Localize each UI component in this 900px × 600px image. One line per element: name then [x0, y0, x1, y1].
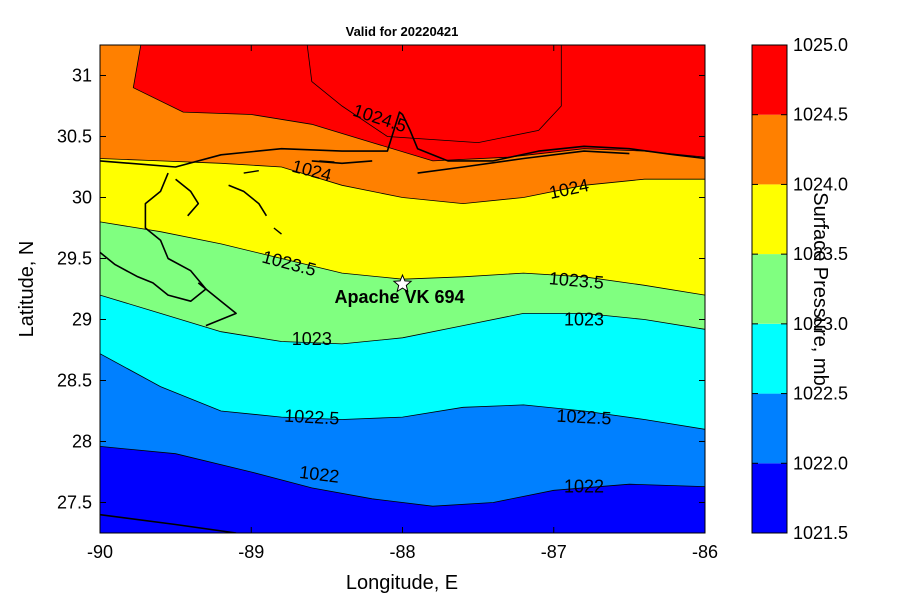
x-tick-label: -89 [238, 542, 264, 562]
island-segment [273, 227, 282, 235]
colorbar-label: Surface Pressure, mb [809, 192, 831, 385]
y-axis-ticks: 27.5 28 28.5 29 29.5 30 30.5 31 [57, 66, 705, 513]
colorbar-segment [752, 184, 787, 255]
x-axis-label: Longitude, E [346, 572, 458, 594]
coastline-segment [417, 150, 630, 174]
coastline-segment [100, 513, 237, 533]
contour-label: 1022.5 [284, 406, 340, 429]
coastline-segment [197, 282, 237, 327]
colorbar-frame [751, 44, 788, 534]
contour-lines [100, 45, 705, 507]
contour-label: 1022.5 [556, 406, 612, 429]
colorbar-tick-label: 1022.5 [793, 384, 848, 404]
figure-title: Valid for 20220421 [346, 24, 459, 39]
colorbar-segment [752, 45, 787, 115]
x-tick-label: -88 [389, 542, 415, 562]
colorbar-segment [752, 114, 787, 185]
colorbar-tick-label: 1021.5 [793, 523, 848, 543]
site-label: Apache VK 694 [334, 287, 464, 307]
colorbar-ticks: 1021.5 1022.0 1022.5 1023.0 1023.5 1024.0 1024… [752, 35, 848, 543]
contour-label: 1023 [564, 310, 604, 330]
y-axis-label: Latitude, N [16, 241, 38, 338]
contour-line-1024 [100, 158, 705, 205]
contour-label: 1023 [292, 329, 332, 349]
contour-line-1023 [100, 294, 705, 345]
island-segment [319, 160, 335, 163]
x-axis-ticks: -90 -89 -88 -87 -86 [87, 45, 718, 562]
y-tick-label: 31 [72, 66, 92, 86]
contour-line-1022-5 [100, 353, 705, 430]
contour-line-1025 [306, 45, 562, 144]
colorbar-tick-label: 1022.0 [793, 453, 848, 473]
y-tick-label: 28.5 [57, 371, 92, 391]
y-tick-label: 30 [72, 188, 92, 208]
coastline-segment [100, 172, 207, 303]
colorbar-segment [752, 463, 787, 533]
y-tick-label: 30.5 [57, 127, 92, 147]
y-tick-label: 29 [72, 310, 92, 330]
y-tick-label: 27.5 [57, 493, 92, 513]
contour-line-1024-5 [132, 45, 705, 162]
colorbar-tick-label: 1024.5 [793, 105, 848, 125]
pressure-band-1025 [307, 45, 562, 143]
coastline-segment [100, 111, 705, 168]
x-tick-label: -87 [541, 542, 567, 562]
coastline-segment [228, 184, 268, 217]
coastline [100, 111, 705, 533]
x-tick-label: -90 [87, 542, 113, 562]
colorbar-tick-label: 1023.0 [793, 314, 848, 334]
contour-line-1022 [100, 446, 705, 507]
colorbar-tick-label: 1024.0 [793, 174, 848, 194]
y-tick-label: 28 [72, 432, 92, 452]
y-tick-label: 29.5 [57, 249, 92, 269]
colorbar-tick-label: 1025.0 [793, 35, 848, 55]
island-segment [243, 170, 259, 174]
pressure-bands [100, 45, 705, 507]
colorbar-segment [752, 254, 787, 324]
contour-label: 1022 [298, 462, 340, 487]
contour-label: 1022 [564, 477, 604, 497]
site-star-icon [392, 273, 413, 293]
colorbar: 1021.5 1022.0 1022.5 1023.0 1023.5 1024.0 1024… [751, 35, 848, 543]
coastline-segment [175, 178, 200, 217]
site-marker-layer: Apache VK 694 [334, 273, 465, 307]
x-tick-label: -86 [692, 542, 718, 562]
contour-label: 1023.5 [548, 268, 605, 293]
colorbar-segment [752, 323, 787, 394]
colorbar-tick-label: 1023.5 [793, 244, 848, 264]
map-axes: 1024.5102410241023.51023.5102310231022.5… [57, 44, 718, 562]
colorbar-segment [752, 393, 787, 464]
